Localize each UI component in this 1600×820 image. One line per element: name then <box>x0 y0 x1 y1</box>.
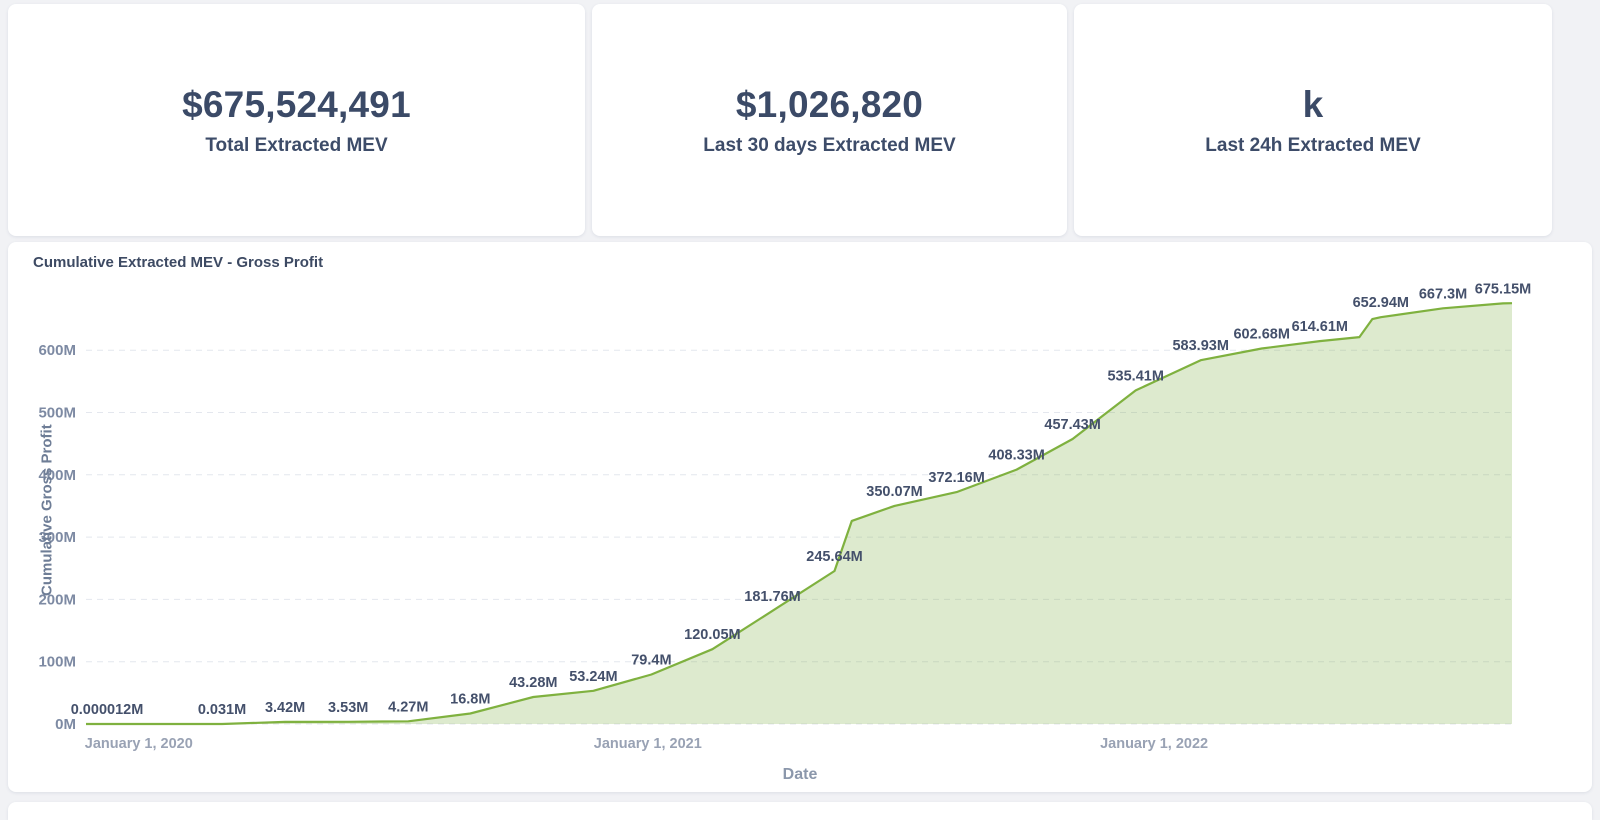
y-tick-label: 200M <box>38 591 76 608</box>
x-tick-label: January 1, 2021 <box>594 736 702 752</box>
data-label: 120.05M <box>684 627 740 643</box>
data-label: 457.43M <box>1044 417 1100 433</box>
data-label: 43.28M <box>509 675 557 691</box>
stat-value-30d: $1,026,820 <box>735 83 924 125</box>
y-axis-title: Cumulative Gross Profit <box>38 424 56 596</box>
data-label: 3.53M <box>328 700 368 716</box>
data-label: 3.42M <box>265 700 305 716</box>
stat-card-total-extracted-mev: $675,524,491 Total Extracted MEV <box>8 4 585 236</box>
x-tick-label: January 1, 2022 <box>1100 736 1208 752</box>
y-tick-label: 0M <box>55 716 76 733</box>
next-card-partial <box>8 802 1592 820</box>
area-fill <box>86 303 1512 724</box>
data-label: 408.33M <box>988 448 1044 464</box>
data-label: 245.64M <box>806 549 862 565</box>
stat-label-total: Total Extracted MEV <box>205 134 388 156</box>
stat-label-30d: Last 30 days Extracted MEV <box>703 134 956 156</box>
x-tick-label: January 1, 2020 <box>85 736 193 752</box>
y-tick-label: 600M <box>38 342 76 359</box>
data-label: 4.27M <box>388 699 428 715</box>
cumulative-mev-chart-card: Cumulative Extracted MEV - Gross Profit … <box>8 242 1592 792</box>
stat-value-total: $675,524,491 <box>182 83 411 125</box>
data-label: 614.61M <box>1292 319 1348 335</box>
data-label: 667.3M <box>1419 286 1467 302</box>
data-label: 652.94M <box>1353 295 1409 311</box>
x-axis-title: Date <box>782 766 818 783</box>
line-series <box>86 302 1513 726</box>
stat-card-last-30-days-mev: $1,026,820 Last 30 days Extracted MEV <box>592 4 1067 236</box>
data-label: 602.68M <box>1233 327 1289 343</box>
data-label: 79.4M <box>631 653 671 669</box>
stat-card-last-24h-mev: k Last 24h Extracted MEV <box>1074 4 1552 236</box>
data-label: 350.07M <box>866 484 922 500</box>
data-label: 53.24M <box>569 669 617 685</box>
data-label: 0.000012M <box>71 702 144 718</box>
data-label: 0.031M <box>198 702 246 718</box>
chart-title: Cumulative Extracted MEV - Gross Profit <box>33 254 324 271</box>
data-label: 675.15M <box>1475 281 1531 297</box>
data-label: 16.8M <box>450 692 490 708</box>
data-label: 181.76M <box>744 589 800 605</box>
stats-row: $675,524,491 Total Extracted MEV $1,026,… <box>8 4 1592 236</box>
data-label: 372.16M <box>928 470 984 486</box>
y-tick-label: 400M <box>38 467 76 484</box>
y-tick-label: 500M <box>38 405 76 422</box>
data-label: 535.41M <box>1107 368 1163 384</box>
y-tick-label: 300M <box>38 529 76 546</box>
cumulative-mev-area-chart[interactable]: 0M 100M 200M 300M 400M 500M 600M 0.000012M 0.031… <box>8 272 1592 764</box>
stat-label-24h: Last 24h Extracted MEV <box>1205 134 1421 156</box>
y-tick-label: 100M <box>38 654 76 671</box>
data-label: 583.93M <box>1172 338 1228 354</box>
stat-value-24h: k <box>1302 83 1324 125</box>
